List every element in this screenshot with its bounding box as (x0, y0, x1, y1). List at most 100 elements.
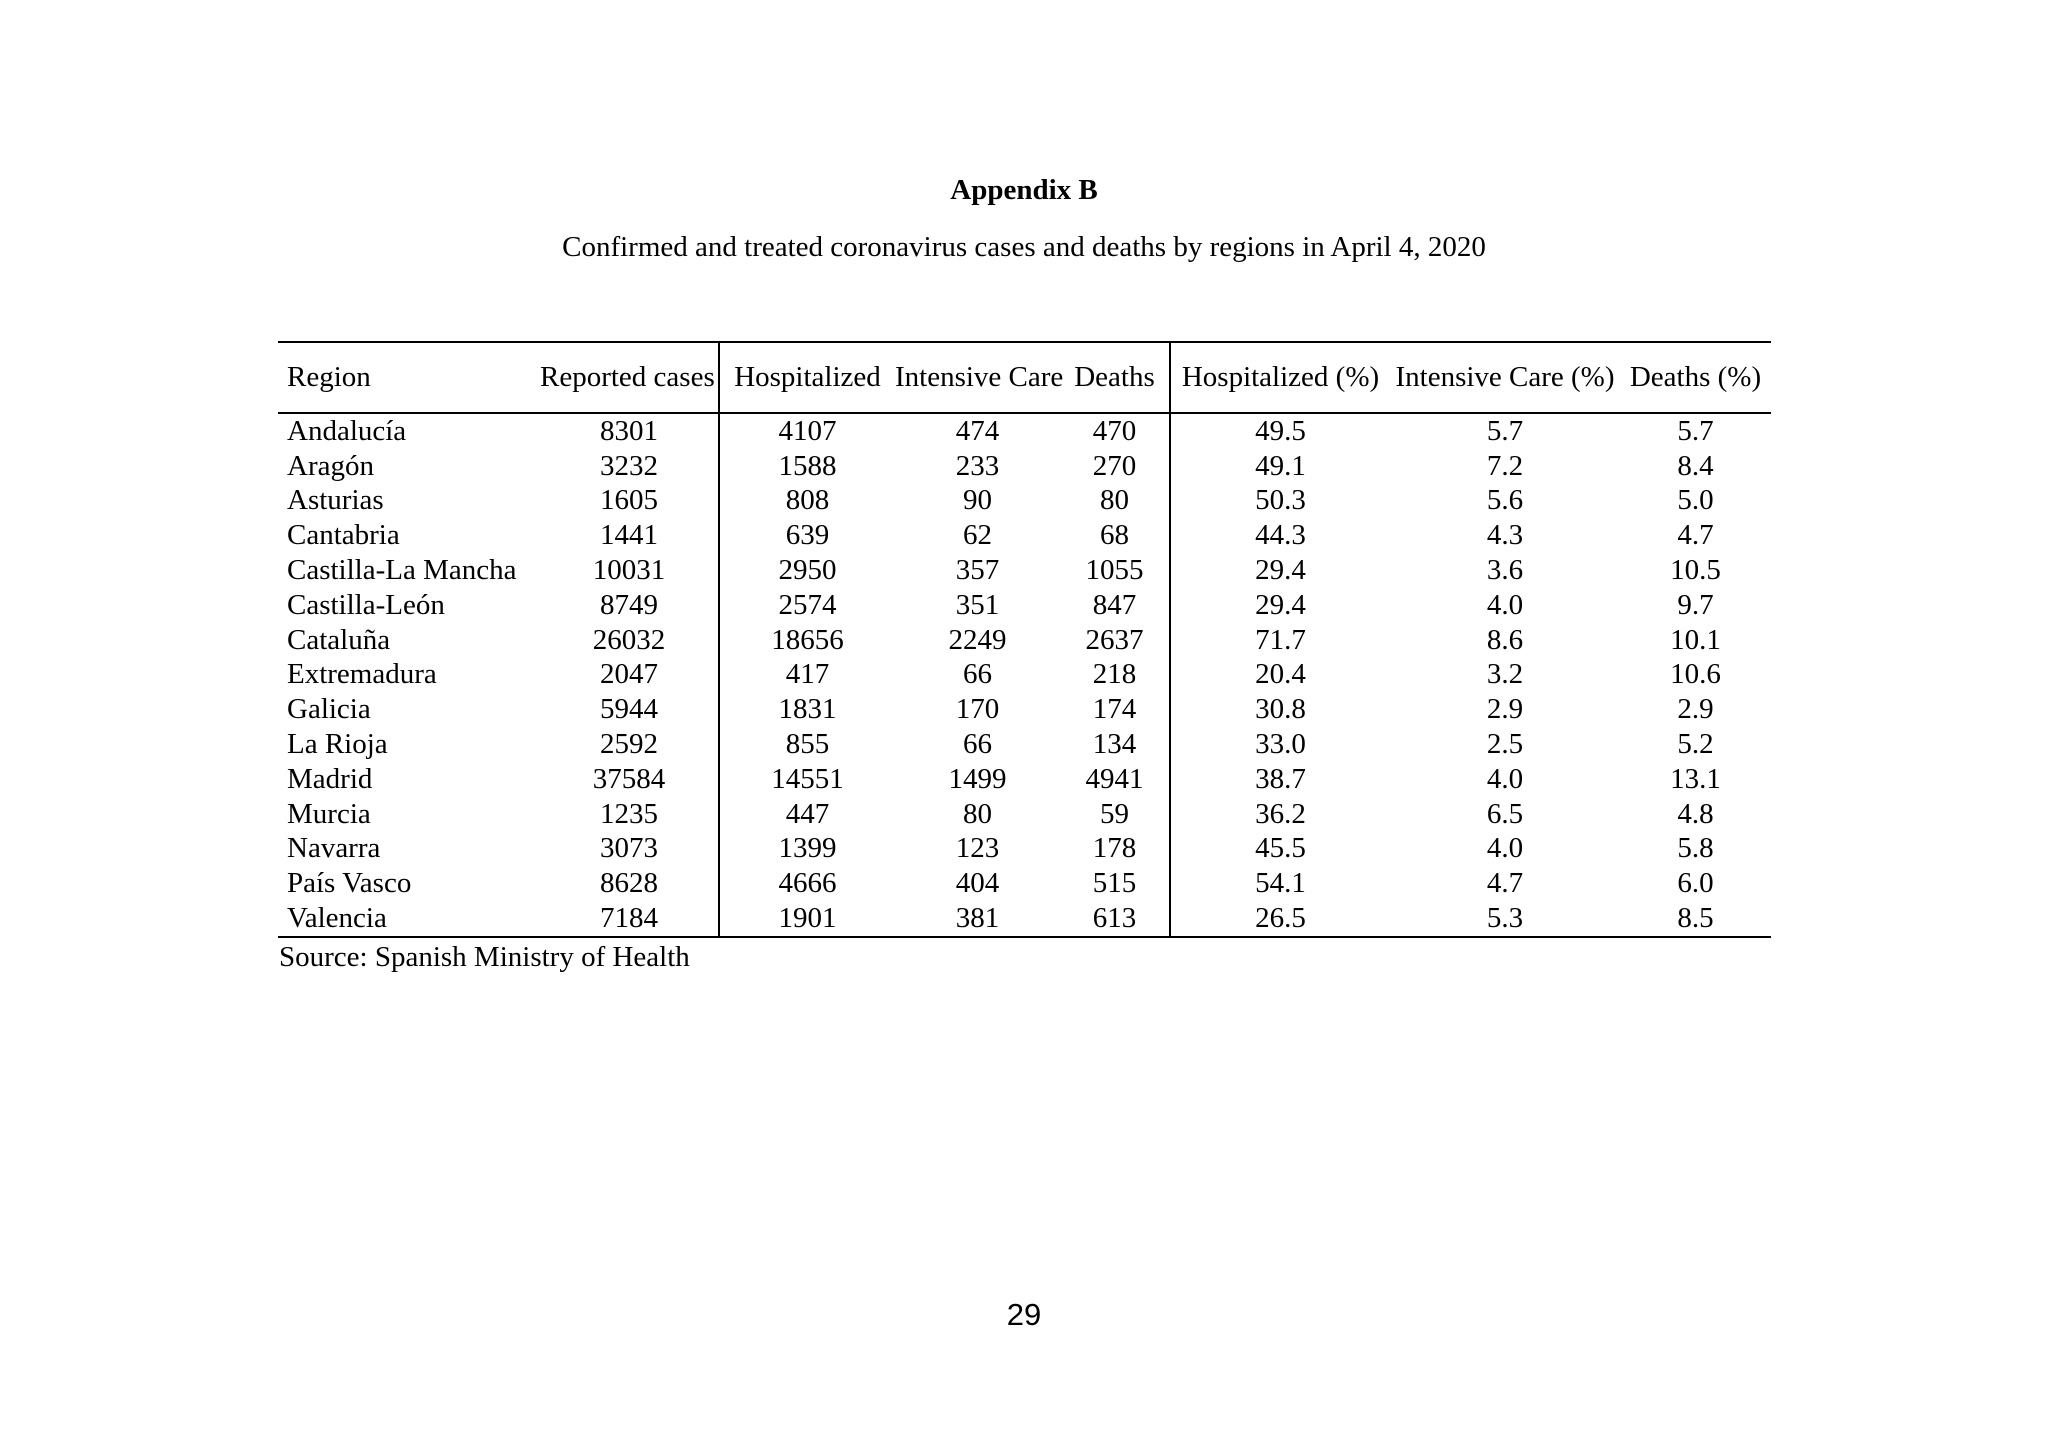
value-cell: 3.6 (1486, 554, 1524, 587)
value-cell: 10.1 (1670, 623, 1721, 656)
source-note: Source: Spanish Ministry of Health (279, 941, 690, 973)
region-cell: Andalucía (287, 414, 407, 447)
value-cell: 2249 (948, 623, 1007, 656)
value-cell: 4.0 (1486, 588, 1524, 621)
value-cell: 37584 (540, 761, 720, 797)
value-cell: 44.3 (1255, 519, 1306, 552)
table-row: Cataluña 26032 18656 2249 2637 71.7 8.6 10.1 (278, 622, 1771, 658)
region-cell: Castilla-León (287, 588, 445, 621)
value-cell: 170 (955, 693, 1000, 726)
value-cell: 847 (1060, 587, 1171, 623)
value-cell: 59 (1060, 796, 1171, 832)
value-cell: 1441 (540, 518, 720, 554)
region-cell: Cantabria (287, 519, 400, 552)
value-cell: 90 (963, 484, 992, 517)
value-cell: 174 (1060, 692, 1171, 728)
value-cell: 50.3 (1255, 484, 1306, 517)
value-cell: 1588 (778, 449, 837, 482)
value-cell: 71.7 (1255, 623, 1306, 656)
value-cell: 7184 (540, 901, 720, 938)
value-cell: 404 (955, 867, 1000, 900)
value-cell: 4.0 (1486, 832, 1524, 865)
table-row: Castilla-León 8749 2574 351 847 29.4 4.0 9.7 (278, 587, 1771, 623)
value-cell: 613 (1060, 901, 1171, 938)
value-cell: 3073 (540, 831, 720, 867)
value-cell: 515 (1060, 866, 1171, 902)
value-cell: 36.2 (1255, 797, 1306, 830)
table-row: País Vasco 8628 4666 404 515 54.1 4.7 6.0 (278, 866, 1771, 902)
value-cell: 66 (963, 728, 992, 761)
table-row: Andalucía 8301 4107 474 470 49.5 5.7 5.7 (278, 413, 1771, 449)
value-cell: 5.0 (1677, 484, 1714, 517)
value-cell: 13.1 (1670, 762, 1721, 795)
value-cell: 80 (1060, 483, 1171, 519)
value-cell: 5944 (540, 692, 720, 728)
value-cell: 6.5 (1486, 797, 1524, 830)
region-cell: Murcia (287, 797, 371, 830)
region-cell: La Rioja (287, 728, 388, 761)
region-cell: Castilla-La Mancha (287, 554, 517, 587)
value-cell: 2.5 (1486, 728, 1524, 761)
table-row: Murcia 1235 447 80 59 36.2 6.5 4.8 (278, 796, 1771, 832)
value-cell: 381 (895, 901, 1060, 938)
region-cell: Galicia (287, 693, 371, 726)
value-cell: 8.5 (1620, 901, 1771, 938)
value-cell: 8749 (540, 587, 720, 623)
value-cell: 2574 (778, 588, 837, 621)
value-cell: 218 (1060, 657, 1171, 693)
value-cell: 2.9 (1486, 693, 1524, 726)
value-cell: 4666 (778, 867, 837, 900)
value-cell: 62 (963, 519, 992, 552)
value-cell: 4.7 (1486, 867, 1524, 900)
value-cell: 474 (955, 414, 1000, 447)
column-header: Reported cases (540, 341, 720, 414)
value-cell: 1055 (1060, 553, 1171, 588)
value-cell: 4.8 (1677, 797, 1714, 830)
table-row: Cantabria 1441 639 62 68 44.3 4.3 4.7 (278, 518, 1771, 554)
value-cell: 855 (785, 728, 830, 761)
value-cell: 26032 (540, 622, 720, 658)
column-header: Deaths (1060, 341, 1171, 414)
value-cell: 68 (1060, 518, 1171, 554)
value-cell: 9.7 (1677, 588, 1714, 621)
region-cell: Extremadura (287, 658, 437, 691)
value-cell: 38.7 (1255, 762, 1306, 795)
column-header: Intensive Care (%) (1390, 341, 1620, 414)
value-cell: 2950 (778, 554, 837, 587)
region-cell: Cataluña (287, 623, 391, 656)
value-cell: 66 (963, 658, 992, 691)
table-row: Castilla-La Mancha 10031 2950 357 1055 29.4 3.… (278, 553, 1771, 588)
value-cell: 417 (785, 658, 830, 691)
value-cell: 8301 (540, 413, 720, 449)
value-cell: 54.1 (1255, 867, 1306, 900)
value-cell: 270 (1060, 448, 1171, 484)
column-header: Hospitalized (%) (1170, 341, 1390, 414)
value-cell: 5.7 (1677, 414, 1714, 447)
value-cell: 351 (955, 588, 1000, 621)
value-cell: 639 (785, 519, 830, 552)
value-cell: 1399 (778, 832, 837, 865)
value-cell: 4.7 (1677, 519, 1714, 552)
table-row: Madrid 37584 14551 1499 4941 38.7 4.0 13.1 (278, 761, 1771, 797)
page-subtitle: Confirmed and treated coronavirus cases … (562, 231, 1486, 263)
region-cell: Navarra (287, 832, 381, 865)
value-cell: 123 (955, 832, 1000, 865)
region-cell: Valencia (278, 901, 540, 938)
value-cell: 470 (1060, 413, 1171, 449)
data-table: Region Reported cases Hospitalized Intensiv… (278, 341, 1771, 938)
value-cell: 233 (955, 449, 1000, 482)
table-row: Aragón 3232 1588 233 270 49.1 7.2 8.4 (278, 448, 1771, 484)
value-cell: 3.2 (1486, 658, 1524, 691)
value-cell: 30.8 (1255, 693, 1306, 726)
region-cell: Asturias (287, 484, 384, 517)
value-cell: 4.3 (1486, 519, 1524, 552)
column-header: Deaths (%) (1620, 341, 1771, 414)
value-cell: 5.3 (1390, 901, 1620, 938)
table-header-row: Region Reported cases Hospitalized Intensiv… (278, 341, 1771, 414)
value-cell: 18656 (771, 623, 844, 656)
column-header: Region (278, 341, 540, 414)
value-cell: 14551 (771, 762, 844, 795)
value-cell: 45.5 (1255, 832, 1306, 865)
value-cell: 80 (963, 797, 992, 830)
table-body: Andalucía 8301 4107 474 470 49.5 5.7 5.7 Aragón 3… (278, 413, 1771, 938)
